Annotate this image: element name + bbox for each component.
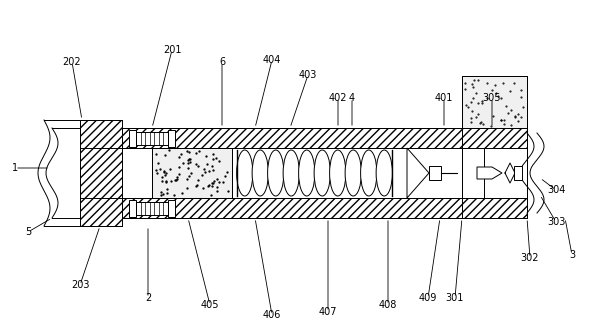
- Ellipse shape: [376, 150, 392, 196]
- Text: 304: 304: [547, 185, 565, 195]
- Bar: [462, 148, 527, 198]
- Ellipse shape: [237, 150, 253, 196]
- Text: 203: 203: [71, 280, 89, 290]
- Ellipse shape: [283, 150, 299, 196]
- Text: 303: 303: [547, 217, 565, 227]
- Polygon shape: [407, 148, 429, 198]
- Text: 3: 3: [569, 250, 575, 260]
- Bar: [122, 198, 462, 218]
- Bar: [168, 130, 175, 147]
- Text: 305: 305: [483, 93, 501, 103]
- Bar: [129, 130, 136, 147]
- Bar: [168, 200, 175, 217]
- Bar: [462, 198, 527, 218]
- Bar: [462, 128, 527, 148]
- Polygon shape: [477, 167, 502, 179]
- Bar: [122, 148, 462, 198]
- Ellipse shape: [252, 150, 268, 196]
- Text: 405: 405: [201, 300, 219, 310]
- Ellipse shape: [299, 150, 315, 196]
- Ellipse shape: [361, 150, 377, 196]
- Bar: [129, 200, 136, 217]
- Bar: [462, 76, 527, 128]
- Text: 408: 408: [379, 300, 397, 310]
- Text: 4: 4: [349, 93, 355, 103]
- Text: 402: 402: [329, 93, 347, 103]
- Text: 403: 403: [299, 70, 317, 80]
- Bar: [136, 132, 168, 145]
- Text: 6: 6: [219, 57, 225, 67]
- Bar: [80, 120, 122, 226]
- Text: 201: 201: [163, 45, 181, 55]
- Ellipse shape: [330, 150, 346, 196]
- Text: 401: 401: [435, 93, 453, 103]
- Text: 2: 2: [145, 293, 151, 303]
- Text: 202: 202: [63, 57, 81, 67]
- Text: 1: 1: [12, 163, 18, 173]
- Bar: [122, 128, 462, 148]
- Text: 406: 406: [263, 310, 281, 320]
- Text: 407: 407: [319, 307, 337, 317]
- Bar: [232, 148, 407, 198]
- Bar: [514, 166, 522, 180]
- Ellipse shape: [314, 150, 330, 196]
- Text: 302: 302: [520, 253, 539, 263]
- Text: 301: 301: [446, 293, 464, 303]
- Text: 404: 404: [263, 55, 281, 65]
- Bar: [152, 148, 232, 198]
- Ellipse shape: [268, 150, 284, 196]
- Text: 409: 409: [419, 293, 437, 303]
- Bar: [136, 202, 168, 215]
- Ellipse shape: [345, 150, 361, 196]
- Bar: [429, 166, 441, 180]
- Text: 5: 5: [25, 227, 31, 237]
